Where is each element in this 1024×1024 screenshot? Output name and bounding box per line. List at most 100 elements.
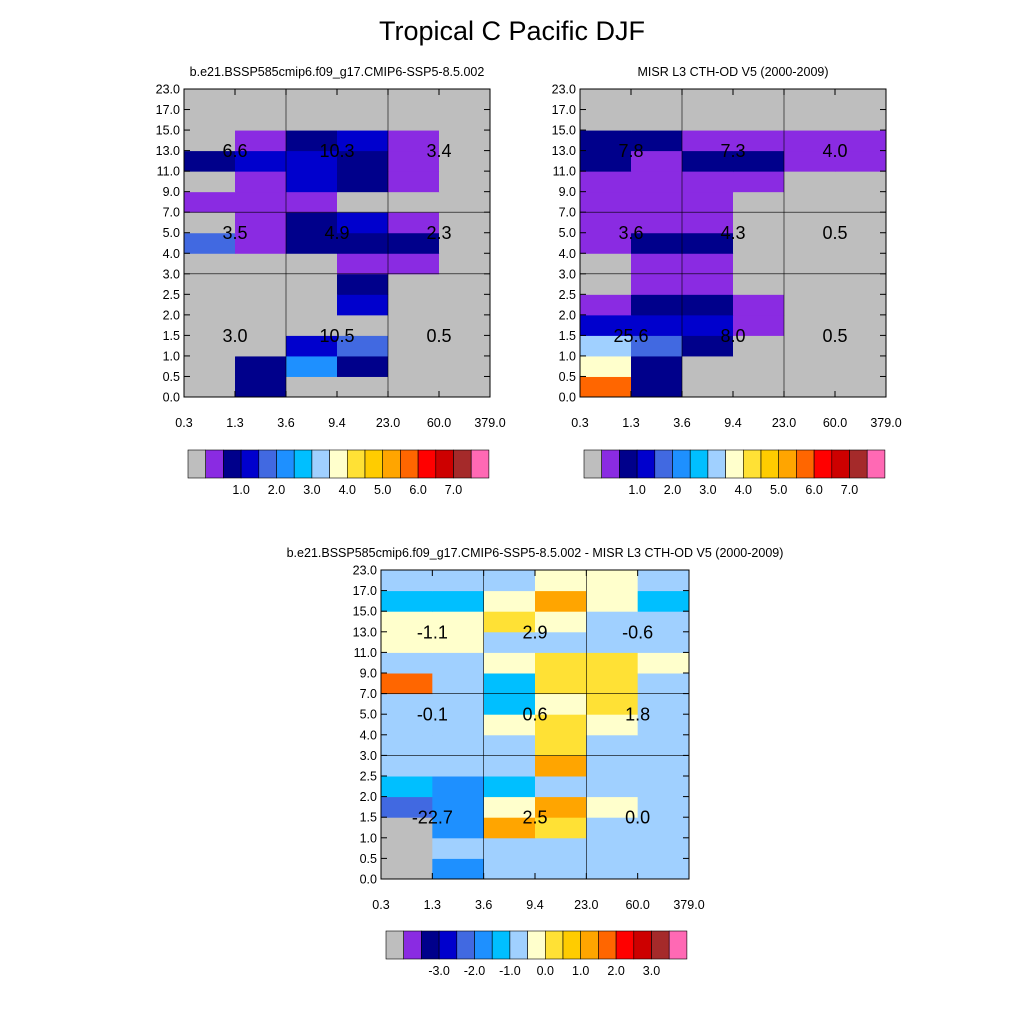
heatmap-cell [535, 570, 587, 592]
heatmap-cell [631, 109, 683, 131]
heatmap-cell [682, 253, 734, 275]
heatmap-cell [784, 294, 836, 316]
heatmap-cell [381, 631, 433, 653]
y-tick-label: 23.0 [353, 564, 377, 578]
colorbar-swatch [329, 449, 348, 479]
heatmap-cell [184, 150, 236, 172]
heatmap-cell [184, 355, 236, 377]
heatmap-cell [235, 294, 287, 316]
heatmap-cell [580, 150, 632, 172]
y-tick-label: 17.0 [552, 103, 576, 117]
y-tick-label: 9.0 [163, 185, 180, 199]
heatmap-cell [381, 693, 433, 715]
heatmap-cell [286, 212, 338, 234]
y-tick-label: 4.0 [360, 728, 377, 742]
colorbar-swatch [580, 930, 599, 960]
y-tick-label: 1.5 [559, 329, 576, 343]
heatmap-cell [337, 273, 389, 295]
heatmap-cell [586, 755, 639, 777]
heatmap-cell [637, 858, 690, 880]
heatmap-cell [835, 355, 887, 377]
heatmap-cell [535, 755, 587, 777]
colorbar-swatch [778, 449, 797, 479]
cell-annotation: 25.6 [613, 326, 648, 346]
heatmap-cell [184, 130, 236, 152]
chart-panel-1: b.e21.BSSP585cmip6.f09_g17.CMIP6-SSP5-8.… [156, 65, 506, 497]
heatmap-cell [631, 273, 683, 295]
y-tick-label: 17.0 [156, 103, 180, 117]
heatmap-cell [733, 232, 785, 254]
colorbar-swatch [742, 449, 762, 479]
heatmap-cell [388, 171, 440, 193]
heatmap-cell [637, 611, 690, 633]
heatmap-cell [784, 314, 836, 336]
y-tick-label: 4.0 [559, 247, 576, 261]
x-tick-label: 3.6 [475, 898, 492, 912]
colorbar-swatch [470, 449, 490, 479]
heatmap-cell [381, 837, 433, 859]
colorbar-swatch [421, 930, 440, 960]
colorbar-swatch [866, 449, 886, 479]
colorbar-swatch [491, 930, 511, 960]
colorbar-label: 3.0 [643, 964, 660, 978]
heatmap-cell [535, 858, 587, 880]
colorbar-swatch [725, 449, 744, 479]
heatmap-cell [432, 858, 485, 880]
heatmap-cell [235, 191, 287, 213]
heatmap-cell [483, 693, 536, 715]
heatmap-cell [682, 232, 734, 254]
heatmap-cell [439, 232, 491, 254]
colorbar-label: 7.0 [445, 483, 462, 497]
heatmap-cell [637, 631, 690, 653]
heatmap-cell [432, 631, 485, 653]
heatmap-cell [784, 253, 836, 275]
x-tick-label: 379.0 [474, 416, 505, 430]
colorbar-swatch [474, 930, 493, 960]
colorbar-label: 6.0 [805, 483, 822, 497]
heatmap-cell [381, 817, 433, 839]
heatmap-cell [580, 253, 632, 275]
heatmap-cell [733, 376, 785, 398]
y-tick-label: 1.5 [163, 329, 180, 343]
x-tick-label: 1.3 [622, 416, 639, 430]
y-tick-label: 17.0 [353, 584, 377, 598]
heatmap-cell [184, 253, 236, 275]
x-tick-label: 0.3 [175, 416, 192, 430]
heatmap-cell [835, 130, 887, 152]
heatmap-cell [535, 611, 587, 633]
heatmap-cell [388, 273, 440, 295]
heatmap-cell [184, 314, 236, 336]
heatmap-cell [637, 652, 690, 674]
heatmap-cell [586, 837, 639, 859]
heatmap-cell [286, 376, 338, 398]
y-tick-label: 2.0 [360, 790, 377, 804]
heatmap-cell [733, 130, 785, 152]
heatmap-cell [235, 355, 287, 377]
colorbar: 1.0 2.0 3.0 4.0 5.0 6.0 7.0 [187, 449, 490, 497]
heatmap-cell [388, 212, 440, 234]
heatmap-cell [388, 376, 440, 398]
heatmap-cell [835, 212, 887, 234]
heatmap-cell [535, 817, 587, 839]
heatmap-cell [483, 796, 536, 818]
heatmap-cell [184, 273, 236, 295]
heatmap-cell [580, 273, 632, 295]
heatmap-cell [733, 109, 785, 131]
y-tick-label: 1.5 [360, 811, 377, 825]
heatmap-cell [235, 376, 287, 398]
heatmap-cell [631, 212, 683, 234]
heatmap-cell [439, 89, 491, 111]
colorbar-swatch [456, 930, 475, 960]
colorbar-swatch [633, 930, 652, 960]
cell-annotation: 4.0 [822, 141, 847, 161]
heatmap-cell [631, 232, 683, 254]
heatmap-cell [535, 590, 587, 612]
heatmap-cell [235, 150, 287, 172]
heatmap-cell [580, 294, 632, 316]
heatmap-cell [535, 714, 587, 736]
heatmap-cell [235, 335, 287, 357]
heatmap-cell [733, 191, 785, 213]
colorbar-swatch [651, 930, 670, 960]
colorbar-swatch [382, 449, 401, 479]
